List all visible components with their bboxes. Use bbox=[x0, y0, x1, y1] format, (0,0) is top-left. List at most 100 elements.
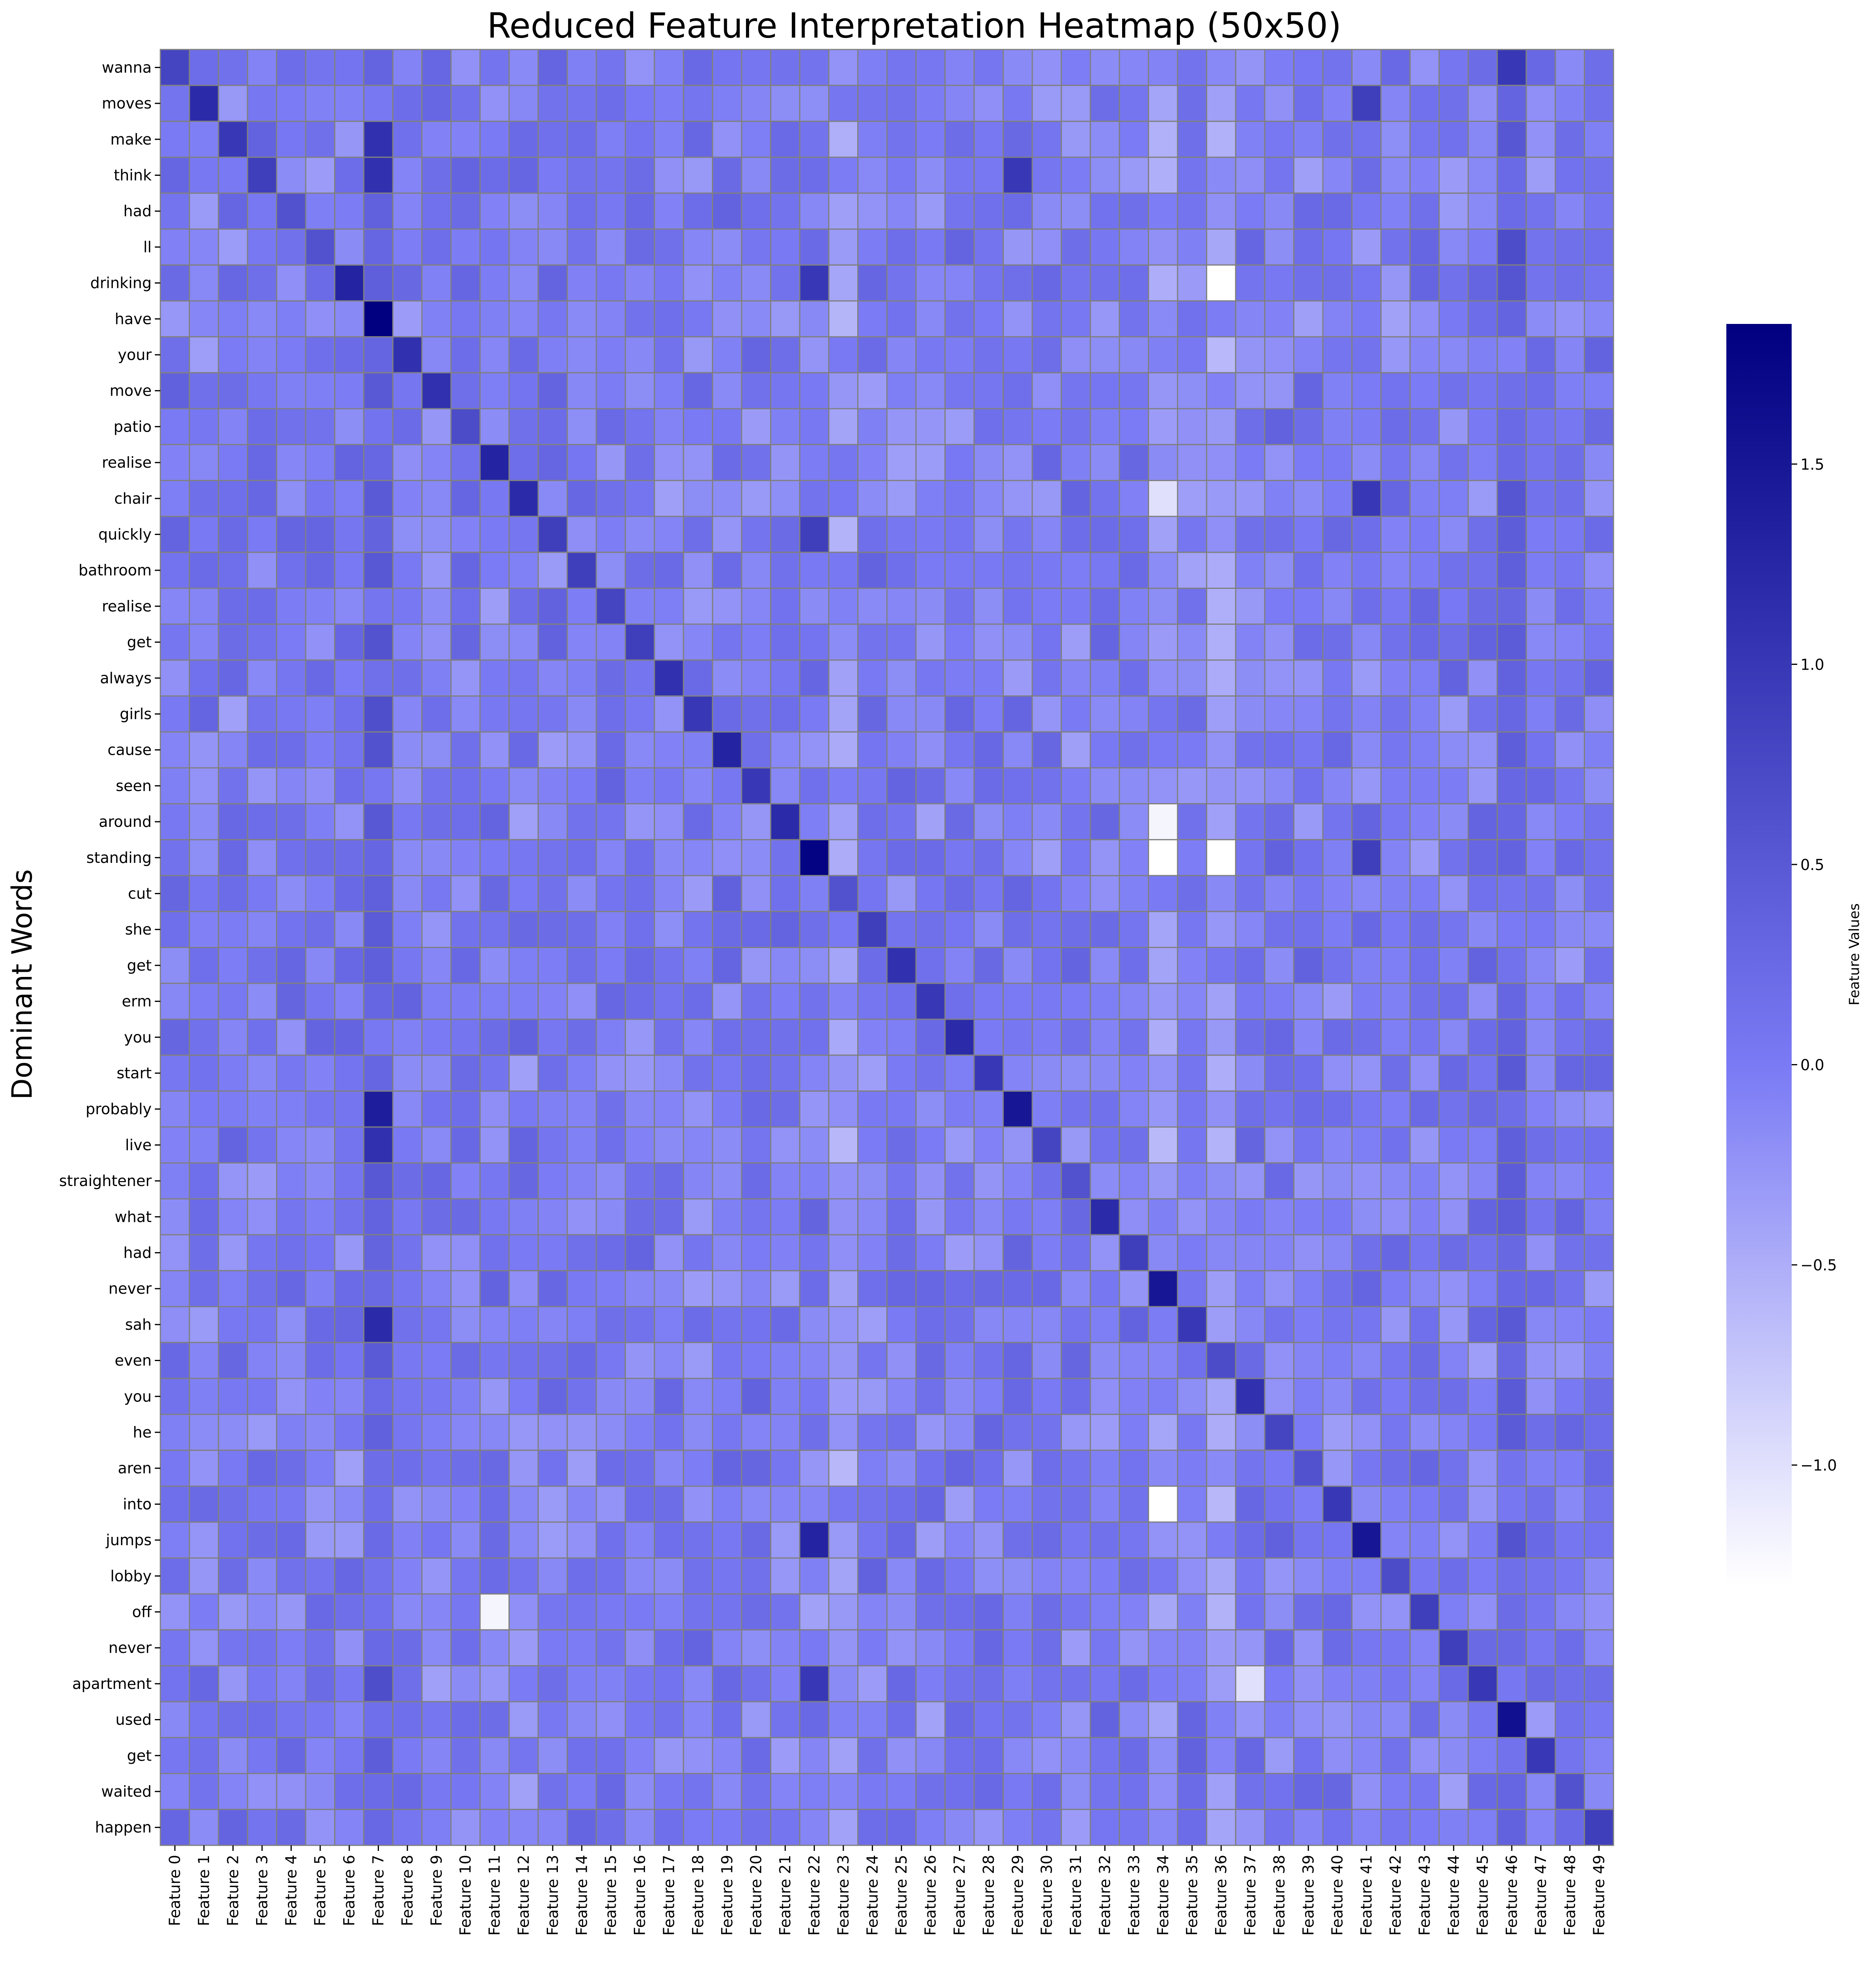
heatmap-cell bbox=[828, 1414, 859, 1451]
heatmap-cell bbox=[1177, 1629, 1207, 1666]
heatmap-cell bbox=[1177, 516, 1207, 553]
heatmap-cell bbox=[1235, 264, 1265, 302]
heatmap-cell bbox=[973, 336, 1004, 373]
heatmap-cell bbox=[305, 49, 335, 86]
heatmap-cell bbox=[305, 1198, 335, 1236]
heatmap-cell bbox=[1496, 875, 1527, 912]
heatmap-cell bbox=[1119, 1701, 1149, 1738]
heatmap-cell bbox=[886, 1809, 917, 1846]
heatmap-cell bbox=[1554, 1701, 1585, 1738]
heatmap-cell bbox=[276, 85, 306, 122]
heatmap-cell bbox=[334, 372, 365, 409]
heatmap-cell bbox=[1003, 1593, 1033, 1631]
heatmap-cell bbox=[973, 1629, 1004, 1666]
heatmap-cell bbox=[596, 1773, 626, 1810]
heatmap-cell bbox=[1003, 1485, 1033, 1523]
heatmap-cell bbox=[1351, 1342, 1382, 1379]
heatmap-cell bbox=[799, 300, 830, 338]
heatmap-cell bbox=[1090, 1342, 1120, 1379]
heatmap-cell bbox=[1526, 85, 1556, 122]
heatmap-cell bbox=[1031, 875, 1062, 912]
heatmap-cell bbox=[334, 875, 365, 912]
heatmap-cell bbox=[1351, 49, 1382, 86]
heatmap-cell bbox=[1584, 1737, 1614, 1774]
heatmap-cell bbox=[828, 1737, 859, 1774]
heatmap-cell bbox=[1322, 767, 1353, 805]
heatmap-cell bbox=[944, 1665, 975, 1702]
heatmap-cell bbox=[624, 767, 655, 805]
heatmap-cell bbox=[1380, 1198, 1411, 1236]
x-tick-label: Feature 11 bbox=[486, 1855, 503, 1936]
heatmap-cell bbox=[218, 875, 248, 912]
heatmap-cell bbox=[363, 911, 394, 948]
heatmap-cell bbox=[305, 1773, 335, 1810]
heatmap-cell bbox=[537, 767, 568, 805]
heatmap-cell bbox=[1148, 1809, 1178, 1846]
x-tick-label: Feature 35 bbox=[1183, 1855, 1201, 1936]
heatmap-cell bbox=[624, 1593, 655, 1631]
heatmap-cell bbox=[450, 731, 481, 769]
heatmap-cell bbox=[537, 1593, 568, 1631]
heatmap-cell bbox=[450, 695, 481, 733]
colorbar-tick-label: −1.0 bbox=[1800, 1457, 1837, 1474]
heatmap-cell bbox=[1060, 1593, 1091, 1631]
heatmap-cell bbox=[1351, 1162, 1382, 1199]
heatmap-cell bbox=[1235, 1809, 1265, 1846]
heatmap-cell bbox=[596, 1701, 626, 1738]
heatmap-cell bbox=[1206, 1234, 1237, 1272]
heatmap-cell bbox=[188, 444, 219, 481]
heatmap-cell bbox=[160, 1342, 190, 1379]
heatmap-cell bbox=[1351, 552, 1382, 589]
heatmap-cell bbox=[508, 588, 539, 625]
heatmap-cell bbox=[1496, 623, 1527, 661]
heatmap-cell bbox=[596, 1306, 626, 1343]
x-tick-label: Feature 37 bbox=[1242, 1855, 1259, 1936]
heatmap-cell bbox=[1526, 444, 1556, 481]
y-tick-label: have bbox=[115, 310, 152, 327]
heatmap-cell bbox=[479, 85, 510, 122]
heatmap-cell bbox=[1235, 1198, 1265, 1236]
heatmap-cell bbox=[276, 1198, 306, 1236]
heatmap-cell bbox=[654, 731, 684, 769]
heatmap-cell bbox=[799, 1773, 830, 1810]
heatmap-cell bbox=[363, 1809, 394, 1846]
heatmap-cell bbox=[1031, 1593, 1062, 1631]
heatmap-cell bbox=[1119, 336, 1149, 373]
heatmap-cell bbox=[1467, 156, 1498, 194]
heatmap-cell bbox=[915, 480, 946, 517]
heatmap-cell bbox=[944, 982, 975, 1020]
heatmap-cell bbox=[1148, 300, 1178, 338]
heatmap-cell bbox=[973, 49, 1004, 86]
heatmap-cell bbox=[1554, 911, 1585, 948]
heatmap-cell bbox=[886, 156, 917, 194]
heatmap-cell bbox=[1351, 1306, 1382, 1343]
heatmap-cell bbox=[1554, 1809, 1585, 1846]
heatmap-cell bbox=[712, 228, 742, 266]
heatmap-cell bbox=[712, 1449, 742, 1487]
heatmap-cell bbox=[741, 156, 771, 194]
heatmap-cell bbox=[508, 192, 539, 230]
heatmap-cell bbox=[944, 1378, 975, 1415]
heatmap-cell bbox=[828, 1557, 859, 1595]
heatmap-cell bbox=[1496, 480, 1527, 517]
heatmap-cell bbox=[276, 1665, 306, 1702]
heatmap-cell bbox=[218, 839, 248, 876]
heatmap-cell bbox=[1526, 731, 1556, 769]
heatmap-cell bbox=[1177, 1055, 1207, 1092]
heatmap-cell bbox=[1206, 1019, 1237, 1056]
heatmap-cell bbox=[828, 408, 859, 446]
heatmap-cell bbox=[421, 982, 452, 1020]
heatmap-cell bbox=[1496, 1414, 1527, 1451]
heatmap-cell bbox=[479, 1773, 510, 1810]
heatmap-cell bbox=[1148, 192, 1178, 230]
heatmap-cell bbox=[479, 516, 510, 553]
heatmap-cell bbox=[1177, 1306, 1207, 1343]
heatmap-cell bbox=[886, 372, 917, 409]
heatmap-cell bbox=[683, 1521, 713, 1559]
heatmap-cell bbox=[1409, 623, 1440, 661]
heatmap-cell bbox=[1148, 947, 1178, 984]
heatmap-cell bbox=[567, 731, 597, 769]
heatmap-cell bbox=[479, 875, 510, 912]
heatmap-cell bbox=[1380, 444, 1411, 481]
heatmap-cell bbox=[1293, 480, 1324, 517]
